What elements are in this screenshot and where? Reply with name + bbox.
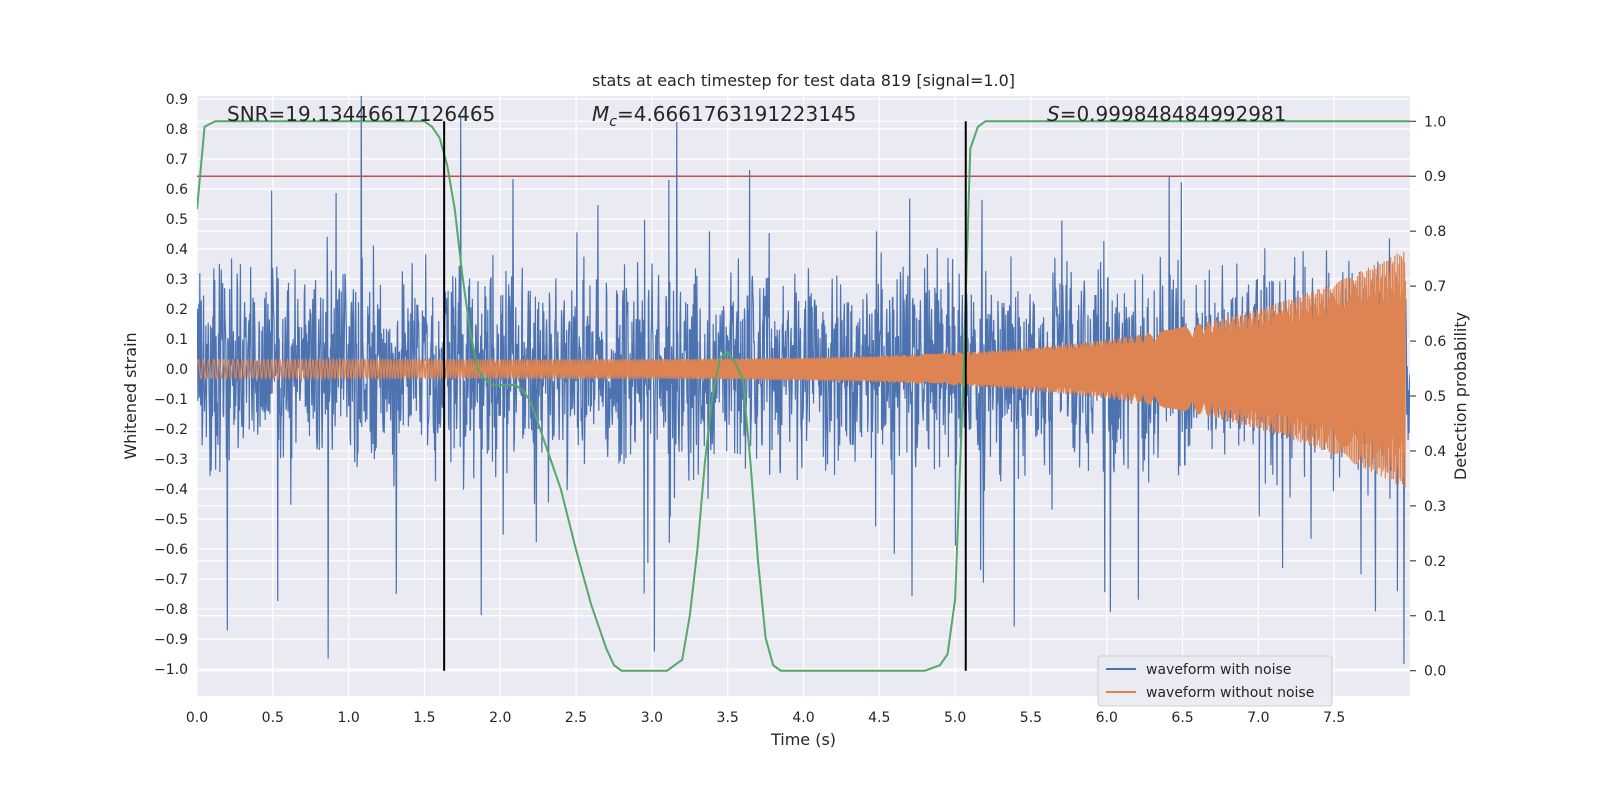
y-tick-label: 0.2 [166, 302, 188, 318]
x-axis-label: Time (s) [770, 730, 836, 749]
y-tick-label: 0.3 [166, 272, 188, 288]
y-tick-label: 0.1 [166, 332, 188, 348]
x-tick-label: 5.5 [1020, 710, 1042, 726]
x-tick-label: 3.0 [641, 710, 663, 726]
x-tick-label: 1.5 [413, 710, 435, 726]
y-tick-label: −0.3 [154, 452, 188, 468]
mc-value: =4.6661763191223145 [617, 102, 856, 126]
x-tick-label: 6.5 [1171, 710, 1193, 726]
x-axis: 0.0 0.5 1.0 1.5 2.0 2.5 3.0 3.5 4.0 4.5 5.0 5.5 6.0 6… [186, 710, 1345, 726]
x-tick-label: 4.0 [792, 710, 814, 726]
legend-box [1097, 655, 1333, 707]
y-tick-label: −0.4 [154, 482, 188, 498]
y-tick-label: 0.0 [166, 362, 188, 378]
legend: waveform with noise waveform without noi… [1097, 655, 1333, 707]
y-tick-label: 0.8 [166, 122, 188, 138]
s-symbol: S [1047, 102, 1060, 126]
series-waveform-without-noise [197, 251, 1407, 488]
x-tick-label: 6.0 [1096, 710, 1118, 726]
y-axis-right: 1.0 0.9 0.8 0.7 0.6 0.5 0.4 0.3 0.2 0.1 0.0 [1410, 114, 1446, 680]
y-axis-label: Whitened strain [121, 332, 140, 459]
legend-label-clean: waveform without noise [1146, 685, 1314, 701]
x-tick-label: 7.0 [1247, 710, 1269, 726]
x-tick-label: 0.0 [186, 710, 208, 726]
s-annotation: S=0.999848484992981 [1047, 102, 1286, 126]
y-axis-left: 0.9 0.8 0.7 0.6 0.5 0.4 0.3 0.2 0.1 0.0 −0.1 −0.2 −0… [154, 92, 188, 678]
y2-axis-label: Detection probability [1451, 312, 1470, 480]
x-tick-label: 2.5 [565, 710, 587, 726]
y-tick-label: −0.2 [154, 422, 188, 438]
y2-tick-label: 0.2 [1424, 554, 1446, 570]
series-group [197, 96, 1410, 672]
y-tick-label: 0.4 [166, 242, 188, 258]
y2-tick-label: 0.6 [1424, 334, 1446, 350]
y2-tick-label: 0.1 [1424, 609, 1446, 625]
y-tick-label: −0.6 [154, 542, 188, 558]
y2-tick-label: 0.4 [1424, 444, 1446, 460]
x-tick-label: 0.5 [262, 710, 284, 726]
y-tick-label: −0.8 [154, 602, 188, 618]
x-tick-label: 4.5 [868, 710, 890, 726]
mc-annotation: Mc=4.6661763191223145 [592, 102, 856, 130]
y-tick-label: −0.5 [154, 512, 188, 528]
y-tick-label: −0.7 [154, 572, 188, 588]
s-value: =0.999848484992981 [1060, 102, 1287, 126]
x-tick-label: 7.5 [1323, 710, 1345, 726]
y2-tick-label: 0.7 [1424, 279, 1446, 295]
x-tick-label: 1.0 [337, 710, 359, 726]
y2-tick-label: 0.3 [1424, 499, 1446, 515]
snr-annotation: SNR=19.13446617126465 [227, 102, 495, 126]
mc-subscript: c [609, 114, 617, 130]
y-tick-label: −0.1 [154, 392, 188, 408]
x-tick-label: 2.0 [489, 710, 511, 726]
x-tick-label: 3.5 [717, 710, 739, 726]
y2-tick-label: 0.9 [1424, 169, 1446, 185]
y-tick-label: 0.6 [166, 182, 188, 198]
x-tick-label: 5.0 [944, 710, 966, 726]
y-tick-label: 0.7 [166, 152, 188, 168]
y2-tick-label: 1.0 [1424, 114, 1446, 130]
y-tick-label: 0.9 [166, 92, 188, 108]
y2-tick-label: 0.5 [1424, 389, 1446, 405]
y-tick-label: 0.5 [166, 212, 188, 228]
y-tick-label: −0.9 [154, 632, 188, 648]
series-detection-probability [197, 120, 1410, 672]
y-tick-label: −1.0 [154, 662, 188, 678]
legend-label-noise: waveform with noise [1146, 662, 1291, 678]
y2-tick-label: 0.0 [1424, 664, 1446, 680]
mc-symbol: M [592, 102, 609, 126]
chart-title: stats at each timestep for test data 819… [592, 71, 1015, 90]
y2-tick-label: 0.8 [1424, 224, 1446, 240]
